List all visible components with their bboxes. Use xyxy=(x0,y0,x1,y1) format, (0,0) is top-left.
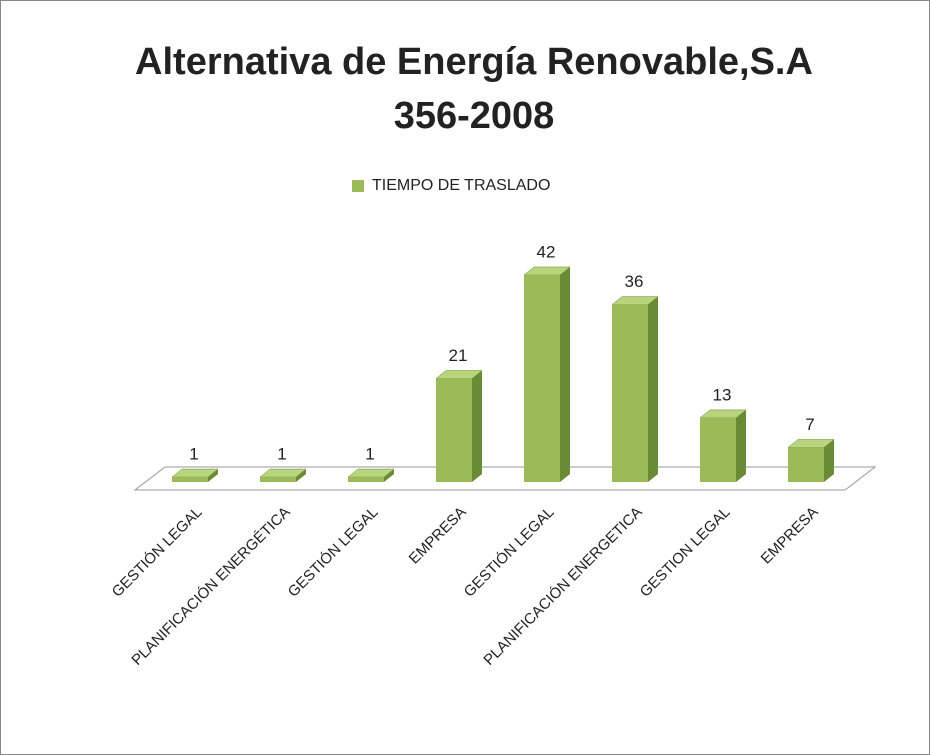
data-label: 1 xyxy=(189,445,198,464)
bar xyxy=(172,477,208,482)
bar-side xyxy=(472,370,482,482)
bar xyxy=(260,477,296,482)
data-label: 36 xyxy=(625,272,644,291)
floor xyxy=(133,466,877,491)
bar xyxy=(788,447,824,482)
bar-side xyxy=(648,296,658,482)
data-label: 13 xyxy=(713,385,732,404)
bar-side xyxy=(560,267,570,482)
bar xyxy=(436,378,472,482)
bar-side xyxy=(824,439,834,482)
legend-swatch xyxy=(352,180,364,192)
bar-side xyxy=(384,469,394,482)
bar-side xyxy=(736,409,746,482)
chart-title: Alternativa de Energía Renovable,S.A xyxy=(135,41,813,83)
chart-subtitle: 356-2008 xyxy=(394,95,555,137)
data-label: 21 xyxy=(449,346,468,365)
data-label: 1 xyxy=(277,445,286,464)
data-label: 7 xyxy=(805,415,814,434)
bar xyxy=(612,304,648,482)
bar-side xyxy=(208,469,218,482)
data-label: 42 xyxy=(537,242,556,261)
bar xyxy=(348,477,384,482)
data-label: 1 xyxy=(365,445,374,464)
bar xyxy=(524,275,560,482)
bar-side xyxy=(296,469,306,482)
legend-label: TIEMPO DE TRASLADO xyxy=(372,177,550,194)
bar xyxy=(700,417,736,482)
